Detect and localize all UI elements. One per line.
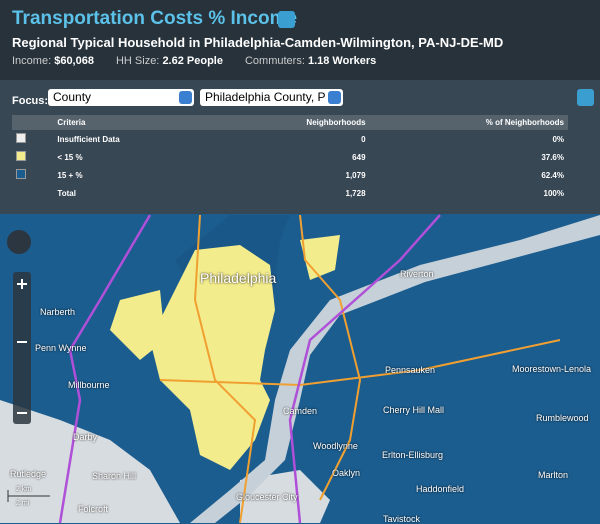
swatch — [16, 169, 26, 179]
table-row: 15 + % 1,079 62.4% — [12, 166, 568, 184]
stat-value: 2.62 People — [162, 55, 223, 67]
swatch-cell — [12, 184, 53, 202]
stat-label: HH Size: — [115, 55, 160, 67]
cell: 37.6% — [541, 152, 564, 162]
stat-value: 1.18 Workers — [307, 55, 377, 67]
map-label: Cherry Hill Mall — [383, 405, 445, 415]
swatch — [16, 133, 26, 143]
scale-bar — [7, 490, 50, 502]
select[interactable]: Philadelphia County, P — [200, 89, 343, 106]
map-label: Haddonfield — [416, 484, 465, 494]
table-row: Total 1,728 100% — [12, 184, 568, 202]
map-label: Erlton-Ellisburg — [382, 450, 444, 460]
map-label: Rutledge — [10, 469, 47, 479]
map-label: Narberth — [40, 307, 76, 317]
column-header: Criteria — [53, 115, 216, 130]
table-row: < 15 % 649 37.6% — [12, 148, 568, 166]
swatch-cell — [12, 130, 53, 148]
cell: 1,728 — [345, 188, 366, 198]
cell: 15 + % — [57, 170, 83, 180]
map-label: Oaklyn — [332, 468, 361, 478]
map-label: Penn Wynne — [35, 343, 87, 353]
header: Transportation Costs % Income Regional T… — [0, 0, 600, 80]
zoom-glyph[interactable] — [17, 279, 27, 414]
focus-label: Focus: — [12, 95, 49, 107]
map-label: Riverton — [400, 269, 434, 279]
stat-value: $60,068 — [54, 55, 94, 67]
stat-label: Income: — [12, 55, 52, 67]
swatch-cell — [12, 166, 53, 184]
stat: HH Size: 2.62 People — [116, 55, 223, 67]
cell: 62.4% — [541, 170, 564, 180]
swatch-cell — [12, 148, 53, 166]
map-label: Moorestown-Lenola — [512, 364, 592, 374]
scale-label: 2 mi — [16, 500, 30, 507]
cell — [12, 115, 54, 130]
cell: Total — [57, 188, 76, 198]
map-label: Darby — [73, 432, 98, 442]
pan-control[interactable] — [7, 230, 31, 254]
subtitle: Regional Typical Household in Philadelph… — [12, 35, 504, 50]
stat: Income: $60,068 — [12, 55, 94, 67]
map-label: Rumblewood — [536, 413, 589, 423]
land — [0, 400, 180, 523]
map-label: Marlton — [538, 470, 569, 480]
stat-label: Commuters: — [244, 55, 305, 67]
panel: Focus: County Philadelphia County, P Cri… — [0, 80, 600, 214]
scale-label: 2 km — [16, 486, 32, 493]
cell: 0 — [361, 134, 366, 144]
cell: 1,079 — [345, 170, 366, 180]
map-label: Sharon Hill — [92, 471, 137, 481]
stats: Income: $60,068 HH Size: 2.62 People Commu… — [12, 55, 376, 67]
cell: Insufficient Data — [57, 134, 120, 144]
swatch — [16, 151, 26, 161]
table: Criteria Neighborhoods% of Neighborhoods I… — [12, 115, 568, 202]
cell: < 15 % — [57, 152, 83, 162]
zone — [300, 235, 340, 280]
title-menu[interactable] — [278, 11, 295, 28]
stat: Commuters: 1.18 Workers — [245, 55, 376, 67]
zoom-bar — [13, 272, 31, 424]
zone — [110, 290, 165, 360]
map-label: Camden — [283, 406, 318, 416]
map-label: Woodlynne — [313, 441, 358, 451]
cell: 0% — [552, 134, 564, 144]
table-row: Insufficient Data 0 0% — [12, 130, 568, 148]
title: Transportation Costs % Income — [12, 8, 298, 29]
map-label: Gloucester City — [236, 492, 298, 502]
map-label: Tavistock — [383, 514, 421, 524]
map-label: Millbourne — [68, 380, 110, 390]
cell: 649 — [352, 152, 366, 162]
land — [240, 470, 330, 523]
road — [159, 214, 561, 523]
zone — [150, 245, 275, 470]
boundary — [58, 214, 441, 523]
map-label: Pennsauken — [385, 365, 436, 375]
table-header: Criteria Neighborhoods% of Neighborhoods — [12, 115, 568, 130]
zoom-control[interactable] — [7, 230, 31, 424]
column-header: % of Neighborhoods — [369, 115, 568, 130]
select[interactable]: County — [48, 89, 194, 106]
map-label: Philadelphia — [200, 270, 277, 286]
panel-toggle[interactable] — [577, 89, 594, 106]
river — [190, 215, 600, 523]
map-label: Folcroft — [78, 504, 109, 514]
column-header: Neighborhoods — [215, 115, 370, 130]
cell: 100% — [543, 188, 564, 198]
